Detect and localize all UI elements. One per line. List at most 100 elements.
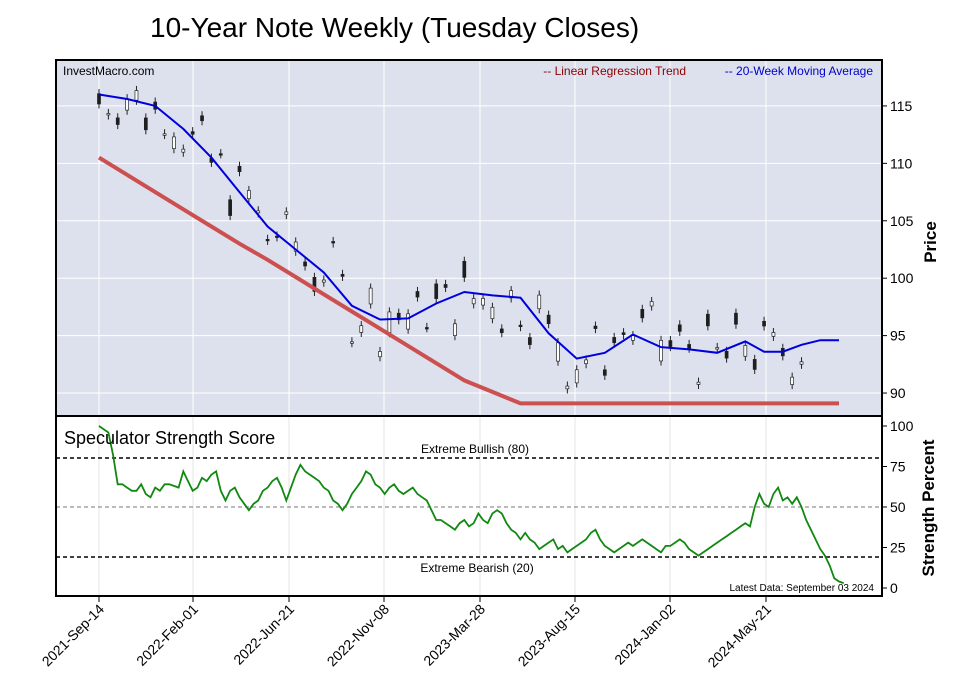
candle-body bbox=[97, 93, 101, 105]
x-tick-label: 2023-Aug-15 bbox=[515, 601, 584, 670]
candle-body bbox=[565, 385, 570, 390]
candle-body bbox=[172, 136, 176, 150]
chart-title: 10-Year Note Weekly (Tuesday Closes) bbox=[150, 12, 640, 43]
x-tick-label: 2024-May-21 bbox=[704, 601, 774, 671]
candle-body bbox=[284, 211, 289, 215]
strength-gridlines bbox=[98, 416, 767, 596]
latest-data-label: Latest Data: September 03 2024 bbox=[729, 583, 874, 594]
x-tick-label: 2024-Jan-02 bbox=[611, 601, 678, 668]
price-y-ticks: 115 110 105 100 95 90 bbox=[882, 98, 914, 401]
candle-body bbox=[752, 359, 757, 370]
candle-body bbox=[415, 291, 420, 298]
x-tick-label: 2023-Mar-28 bbox=[420, 601, 488, 669]
candle-body bbox=[396, 312, 401, 321]
candle-body bbox=[125, 98, 129, 111]
candle-body bbox=[350, 341, 354, 344]
candle-body bbox=[228, 199, 232, 216]
extreme-bearish-label: Extreme Bearish (20) bbox=[420, 561, 533, 575]
candle-body bbox=[771, 332, 776, 337]
candle-body bbox=[424, 327, 429, 330]
candle-body bbox=[687, 344, 691, 349]
x-tick-label: 2021-Sep-14 bbox=[39, 601, 108, 670]
candle-body bbox=[481, 298, 485, 306]
legend-trend: -- Linear Regression Trend bbox=[543, 64, 686, 78]
strength-tick-label: 0 bbox=[890, 580, 898, 596]
candle-body bbox=[368, 287, 373, 305]
candle-body bbox=[406, 313, 410, 330]
x-tick-label: 2022-Jun-21 bbox=[230, 601, 297, 668]
candle-body bbox=[593, 325, 598, 329]
strength-axis-label: Strength Percent bbox=[919, 439, 938, 576]
candle-body bbox=[134, 90, 139, 101]
candle-body bbox=[200, 115, 204, 122]
candle-body bbox=[490, 306, 495, 320]
moving-average-line bbox=[98, 93, 839, 360]
candle-body bbox=[649, 301, 654, 307]
strength-tick-label: 100 bbox=[890, 418, 914, 434]
strength-score-line bbox=[98, 425, 844, 584]
candle-body bbox=[218, 153, 223, 156]
candle-body bbox=[790, 376, 795, 385]
candle-body bbox=[537, 294, 542, 310]
x-tick-label: 2022-Nov-08 bbox=[324, 601, 393, 670]
strength-plot-area bbox=[56, 416, 882, 596]
candle-body bbox=[640, 309, 645, 319]
candle-body bbox=[706, 313, 710, 327]
price-tick-label: 95 bbox=[890, 328, 906, 344]
strength-tick-label: 50 bbox=[890, 499, 906, 515]
candle-body bbox=[434, 283, 439, 299]
candle-body bbox=[743, 345, 748, 357]
candle-body bbox=[677, 324, 682, 332]
candle-body bbox=[556, 342, 560, 362]
candle-body bbox=[190, 131, 195, 135]
candle-body bbox=[799, 361, 804, 365]
candle-body bbox=[443, 284, 448, 288]
price-tick-label: 100 bbox=[890, 270, 914, 286]
candle-body bbox=[181, 148, 186, 153]
candle-body bbox=[659, 340, 663, 362]
candle-body bbox=[303, 261, 307, 267]
candle-body bbox=[612, 337, 617, 344]
strength-panel-frame bbox=[55, 415, 883, 597]
candle-body bbox=[734, 312, 738, 325]
candle-body bbox=[143, 117, 148, 131]
candle-body bbox=[499, 328, 504, 334]
candle-body bbox=[546, 314, 551, 325]
candle-body bbox=[696, 381, 701, 385]
price-gridlines bbox=[56, 60, 882, 416]
strength-y-ticks: 100 75 50 25 0 bbox=[882, 418, 914, 596]
price-plot-area bbox=[56, 60, 882, 416]
candle-body bbox=[762, 320, 766, 327]
price-axis-label: Price bbox=[921, 221, 940, 263]
price-tick-label: 90 bbox=[890, 385, 906, 401]
candle-body bbox=[265, 238, 270, 242]
legend-ma: -- 20-Week Moving Average bbox=[725, 64, 874, 78]
strength-tick-label: 75 bbox=[890, 459, 906, 475]
candle-body bbox=[359, 325, 364, 333]
candle-body bbox=[340, 274, 345, 277]
candle-body bbox=[668, 340, 673, 347]
candle-body bbox=[471, 298, 476, 305]
candle-body bbox=[312, 277, 317, 292]
candle-body bbox=[621, 332, 626, 335]
source-label: InvestMacro.com bbox=[63, 64, 154, 78]
candle-body bbox=[574, 369, 579, 384]
strength-tick-label: 25 bbox=[890, 540, 906, 556]
candle-body bbox=[387, 311, 392, 333]
candle-body bbox=[518, 324, 523, 328]
candle-body bbox=[462, 260, 467, 278]
candle-body bbox=[247, 190, 251, 200]
candle-body bbox=[162, 133, 167, 136]
strength-panel-title: Speculator Strength Score bbox=[64, 428, 275, 448]
candle-body bbox=[602, 369, 607, 376]
candle-body bbox=[715, 347, 720, 350]
candle-body bbox=[237, 165, 242, 173]
extreme-bullish-label: Extreme Bullish (80) bbox=[421, 442, 529, 456]
price-tick-label: 110 bbox=[890, 155, 913, 171]
candle-body bbox=[453, 323, 457, 336]
price-tick-label: 105 bbox=[890, 213, 914, 229]
candle-body bbox=[331, 241, 336, 244]
candle-body bbox=[528, 337, 532, 345]
candle-body bbox=[724, 351, 729, 359]
